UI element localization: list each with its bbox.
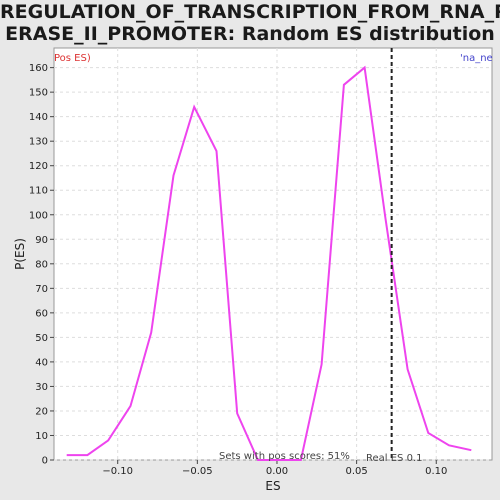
x-axis-title: ES — [265, 479, 280, 493]
y-tick-label: 110 — [29, 186, 48, 197]
x-tick-label: 0.10 — [425, 466, 447, 477]
x-tick-label: 0.00 — [266, 466, 288, 477]
y-tick-label: 120 — [29, 161, 48, 172]
y-tick-label: 30 — [35, 382, 48, 393]
y-tick-label: 150 — [29, 88, 48, 99]
chart-title-line-2: ERASE_II_PROMOTER: Random ES distributio… — [5, 23, 495, 45]
real-es-label: Real ES 0.1 — [366, 453, 422, 464]
y-tick-label: 70 — [35, 284, 48, 295]
y-tick-label: 40 — [35, 357, 48, 368]
chart-title-line-1: REGULATION_OF_TRANSCRIPTION_FROM_RNA_POL… — [0, 1, 500, 23]
x-tick-label: −0.10 — [102, 466, 133, 477]
pos-es-label: Pos ES) — [54, 53, 91, 64]
y-axis-title: P(ES) — [13, 238, 27, 270]
gridlines — [54, 48, 492, 461]
y-tick-label: 80 — [35, 259, 48, 270]
y-tick-label: 140 — [29, 112, 48, 123]
y-tick-label: 50 — [35, 333, 48, 344]
series-line — [66, 65, 472, 461]
y-tick-label: 60 — [35, 308, 48, 319]
y-tick-label: 10 — [35, 431, 48, 442]
sets-pos-scores-label: Sets with pos scores: 51% — [219, 451, 350, 462]
y-tick-label: 0 — [42, 456, 48, 467]
x-tick-label: −0.05 — [182, 466, 213, 477]
axis-ticks: 0 10 20 30 40 50 60 70 80 90 100 110 120 130 140 150 160… — [29, 63, 447, 477]
y-tick-label: 100 — [29, 210, 48, 221]
plot-background — [53, 47, 493, 461]
neg-es-label: 'na_ne — [460, 53, 493, 64]
y-tick-label: 160 — [29, 63, 48, 74]
x-tick-label: 0.05 — [345, 466, 367, 477]
y-tick-label: 20 — [35, 406, 48, 417]
y-tick-label: 130 — [29, 137, 48, 148]
y-tick-label: 90 — [35, 235, 48, 246]
